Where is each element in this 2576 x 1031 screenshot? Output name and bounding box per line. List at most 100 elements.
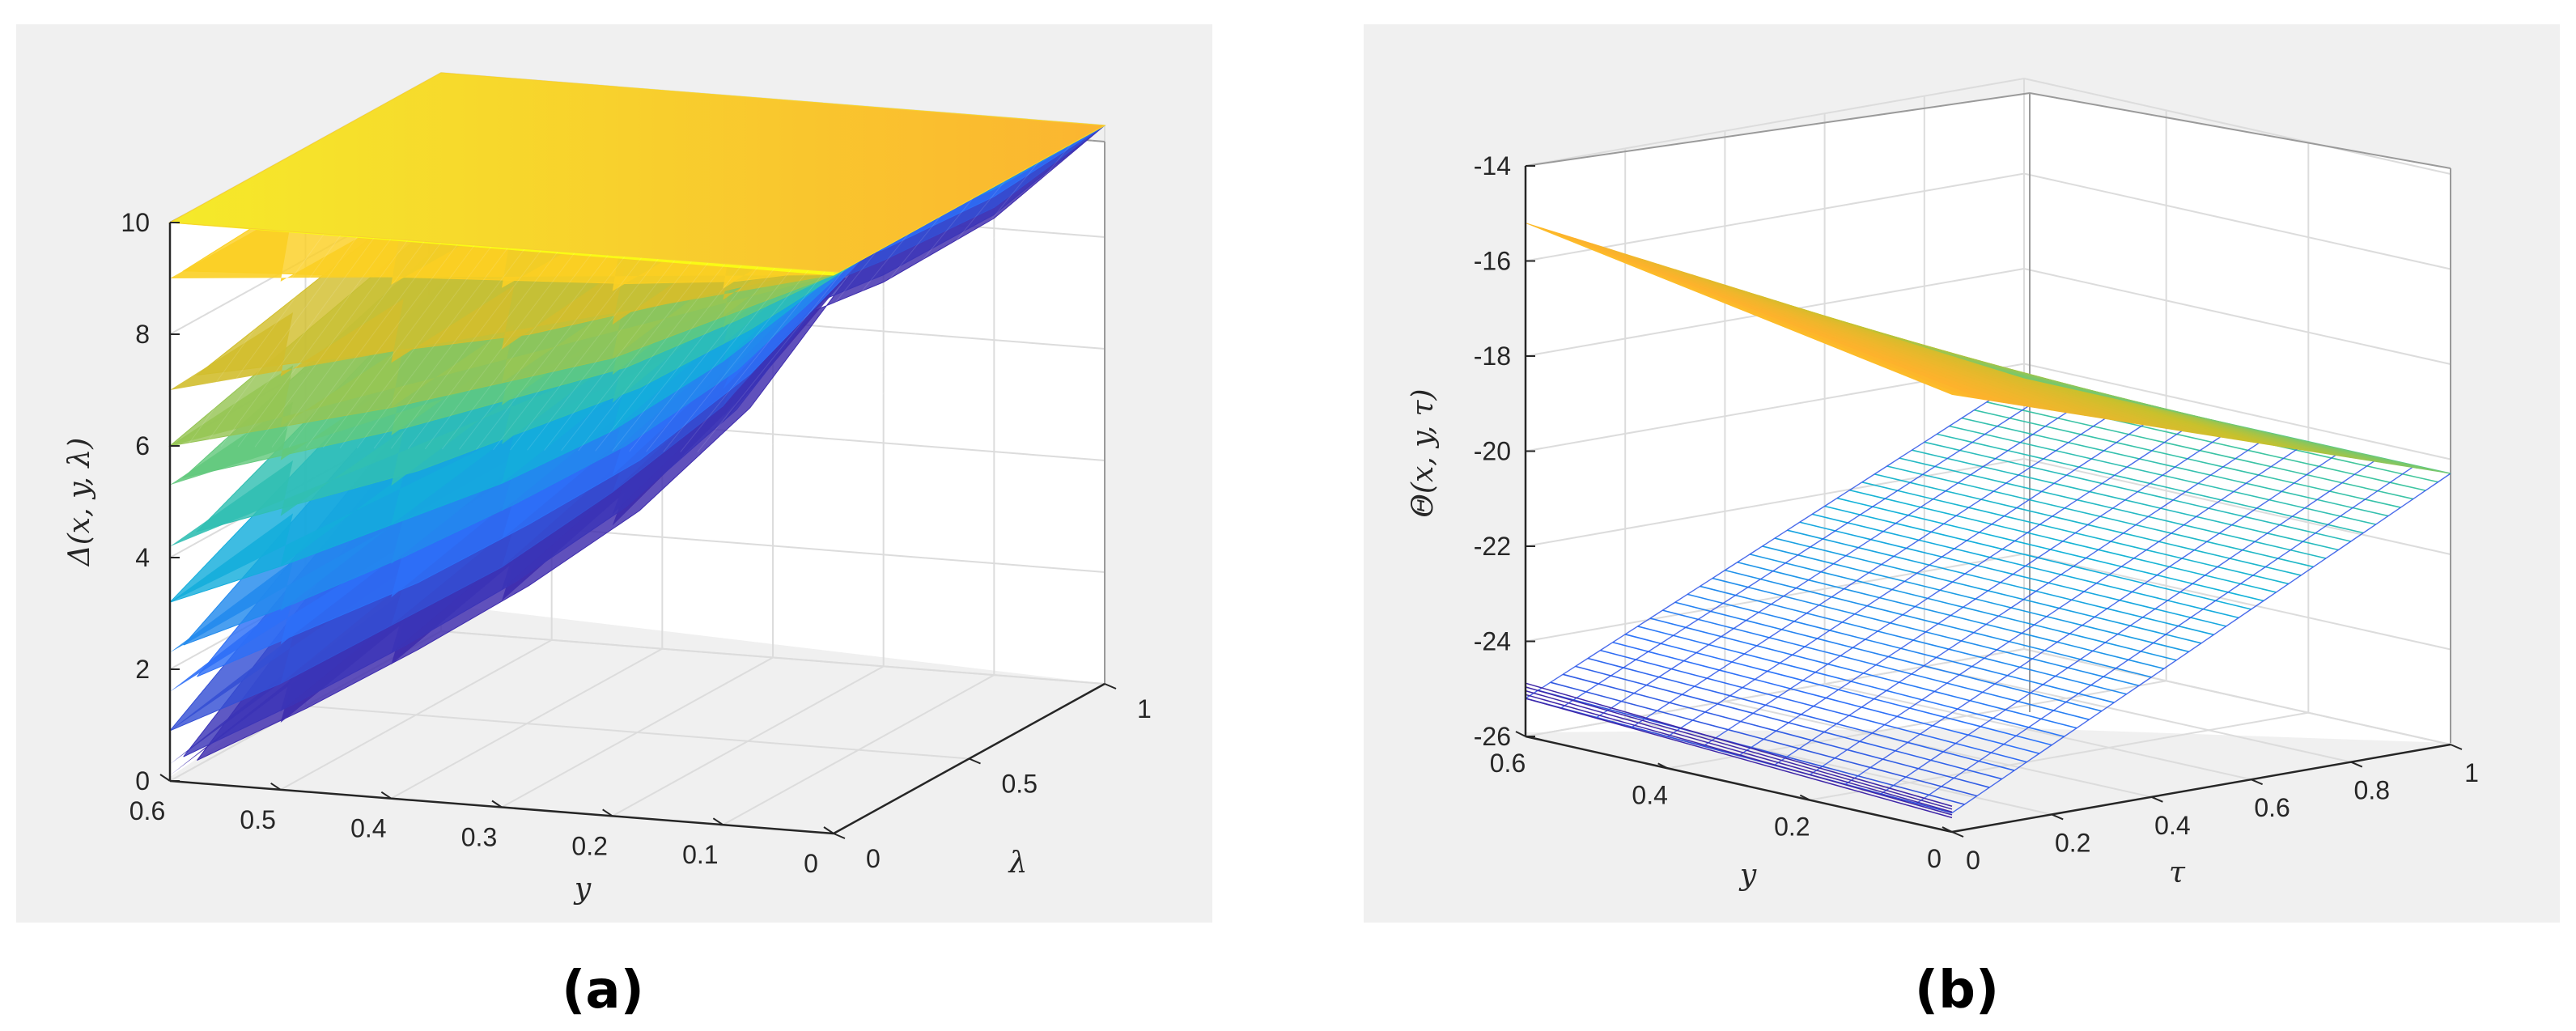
panel-a-ticks: 0 2 4 6 8 10 0.6 0.5 0.4 0.3 0.2 0.1 0 0 0.5 1 <box>121 208 1151 878</box>
y-tick-mark <box>159 774 171 782</box>
lambda-tick-mark <box>833 833 846 839</box>
surface-mesh-line <box>799 122 1072 454</box>
tau-tick-label: 0.6 <box>2254 793 2290 822</box>
lower-mesh-line <box>1596 393 2096 719</box>
z-tick-label: -24 <box>1474 627 1511 656</box>
tau-tick-label: 0.4 <box>2154 811 2190 840</box>
y-tick-mark <box>491 800 503 808</box>
y-tick-label: 0.1 <box>682 840 718 869</box>
y-tick-label: 0.4 <box>350 814 386 843</box>
lower-mesh-line <box>1525 377 2025 699</box>
y-tick-label: 0.5 <box>240 805 275 834</box>
panel-b-z-axis-label: Θ(x, y, τ) <box>1407 388 1440 517</box>
z-tick-label: -16 <box>1474 247 1511 276</box>
surface-mesh-line <box>833 125 1106 455</box>
y-tick-mark <box>380 791 392 800</box>
lower-edge-line <box>1525 694 1953 816</box>
lower-edge-line <box>1525 686 1953 810</box>
tau-tick-mark <box>2051 813 2064 821</box>
grid-line <box>1624 718 2052 816</box>
z-tick-label: 6 <box>135 431 150 460</box>
y-tick-mark <box>823 826 834 834</box>
lambda-tick-label: 0 <box>866 844 881 873</box>
lower-mesh-line <box>1703 417 2202 747</box>
lower-edge-line <box>1525 682 1953 807</box>
grid-line <box>1667 680 2166 770</box>
grid-line <box>1924 665 2352 763</box>
surface-spike-band <box>170 247 847 603</box>
z-tick-label: -14 <box>1474 151 1511 180</box>
tau-tick-mark <box>2151 796 2163 803</box>
lower-mesh-line <box>1880 456 2380 795</box>
lower-edge-line <box>1525 698 1953 819</box>
z-tick-label: -18 <box>1474 342 1511 371</box>
y-tick-mark <box>602 808 613 817</box>
y-tick-label: 0.3 <box>461 823 497 852</box>
tau-tick-mark <box>2450 744 2463 750</box>
y-tick-label: 0.2 <box>571 831 607 860</box>
z-tick-label: 0 <box>135 766 150 796</box>
y-tick-mark <box>270 783 282 791</box>
upper-surface-strip <box>2007 372 2451 474</box>
z-tick-label: -26 <box>1474 722 1511 751</box>
lambda-tick-mark <box>1104 683 1117 689</box>
lower-mesh-line <box>1951 473 2451 814</box>
lower-mesh-line <box>1667 409 2167 737</box>
lower-mesh-line <box>1738 425 2238 757</box>
y-tick-mark <box>712 817 724 825</box>
z-tick-label: -20 <box>1474 437 1511 466</box>
panel-a-caption: (a) <box>562 961 644 1020</box>
lower-mesh-line <box>1809 441 2309 775</box>
z-tick-label: 10 <box>121 208 150 237</box>
surface-spike-band <box>170 209 847 291</box>
y-tick-label: 0.6 <box>1490 749 1526 778</box>
lower-mesh-line <box>1774 433 2273 766</box>
tau-tick-label: 1 <box>2464 758 2479 787</box>
lower-mesh-line <box>1844 449 2345 785</box>
surface-spike-band <box>170 261 847 692</box>
panel-b-axes-box <box>1526 93 2451 743</box>
panel-a-surface <box>168 72 1106 776</box>
z-tick-label: 8 <box>135 320 150 349</box>
y-tick-mark <box>1799 794 1810 801</box>
tau-tick-mark <box>2350 761 2363 768</box>
lambda-tick-label: 1 <box>1137 694 1152 723</box>
panel-b-y-axis-label: τ <box>2169 856 2186 889</box>
surface-spike-band <box>170 239 847 547</box>
panel-b-ticks: -26 -24 -22 -20 -18 -16 -14 0.6 0.4 0.2 0 0 0.2 0.4 0.… <box>1474 151 2479 875</box>
grid-line <box>440 630 1106 685</box>
tau-tick-mark <box>1951 831 1964 838</box>
y-tick-mark <box>1942 826 1953 833</box>
lower-mesh-line <box>1916 465 2416 804</box>
surface-top-plane <box>168 72 1106 273</box>
panel-a-z-axis-label: Δ(x, y, λ) <box>63 438 96 568</box>
grid-line <box>2023 648 2451 745</box>
panel-a-chart: 0 2 4 6 8 10 0.6 0.5 0.4 0.3 0.2 0.1 0 0 0.5 1 y λ Δ(x,… <box>16 24 1212 1020</box>
surface-mesh-line <box>816 124 1089 454</box>
panel-b-chart: -26 -24 -22 -20 -18 -16 -14 0.6 0.4 0.2 0 0 0.2 0.4 0.… <box>1364 24 2560 1020</box>
lower-edge-line <box>1525 689 1953 813</box>
y-tick-label: 0 <box>1927 844 1942 873</box>
tau-tick-label: 0.8 <box>2354 776 2390 805</box>
y-tick-mark <box>1515 731 1526 737</box>
z-tick-label: 2 <box>135 655 150 684</box>
lambda-tick-mark <box>969 757 981 765</box>
lower-mesh-line <box>1560 385 2060 709</box>
y-tick-label: 0 <box>804 849 818 878</box>
y-tick-label: 0.6 <box>129 796 165 825</box>
tau-tick-mark <box>2251 779 2263 786</box>
surface-spike-band <box>170 216 847 390</box>
y-tick-label: 0.4 <box>1632 780 1667 809</box>
panel-b-x-axis-label: y <box>1738 859 1757 892</box>
panel-a-y-axis-label: λ <box>1008 846 1028 880</box>
lambda-tick-label: 0.5 <box>1002 770 1038 799</box>
surface-spike-band <box>170 255 847 653</box>
tau-tick-label: 0 <box>1966 846 1980 875</box>
grid-line <box>1824 683 2251 781</box>
grid-line <box>305 705 970 760</box>
z-tick-label: -22 <box>1474 532 1511 561</box>
panel-a-x-axis-label: y <box>573 872 592 906</box>
tau-tick-label: 0.2 <box>2055 828 2090 857</box>
z-tick-label: 4 <box>135 543 150 572</box>
